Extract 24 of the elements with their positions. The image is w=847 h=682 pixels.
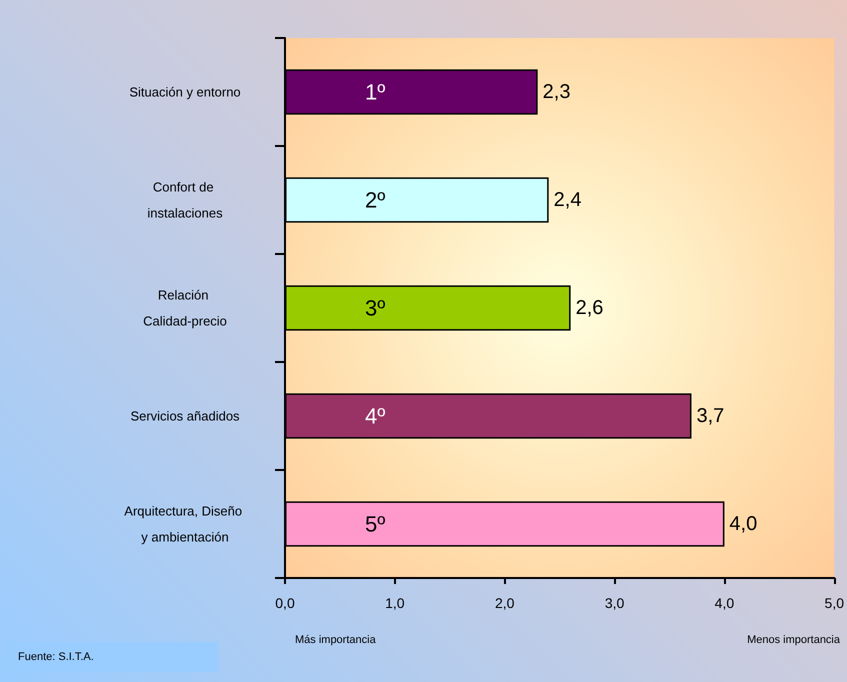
data-label: 2,3 [542,81,570,103]
x-tick-label: 3,0 [604,595,625,611]
annotation: 4º [365,404,386,428]
annotation: 3º [365,296,386,320]
data-label: 4,0 [729,513,758,535]
x-tick-label: 5,0 [824,595,844,611]
annotation: 5º [365,512,386,536]
data-label: 3,7 [696,405,724,427]
text: Menos importancia [747,634,841,646]
x-tick-label: 0,0 [275,595,295,611]
y-tick-label: Confort de instalaciones [147,180,224,220]
y-tick-label: Relación Calidad-precio [143,288,227,328]
y-tick-label: Arquitectura, Diseño y ambientación [124,504,246,544]
x-tick-label: 2,0 [494,595,515,611]
x-tick-label: 4,0 [714,595,734,611]
y-tick-label: Situación y entorno [129,84,241,100]
source-note: Fuente: S.I.T.A. [18,651,94,663]
y-tick-label: Servicios añadidos [130,408,240,424]
annotation: 2º [365,188,386,212]
annotation: 1º [365,80,386,104]
x-tick-label: 1,0 [385,595,405,611]
text: Más importancia [295,634,377,646]
data-label: 2,6 [576,297,604,319]
data-label: 2,4 [554,189,582,211]
